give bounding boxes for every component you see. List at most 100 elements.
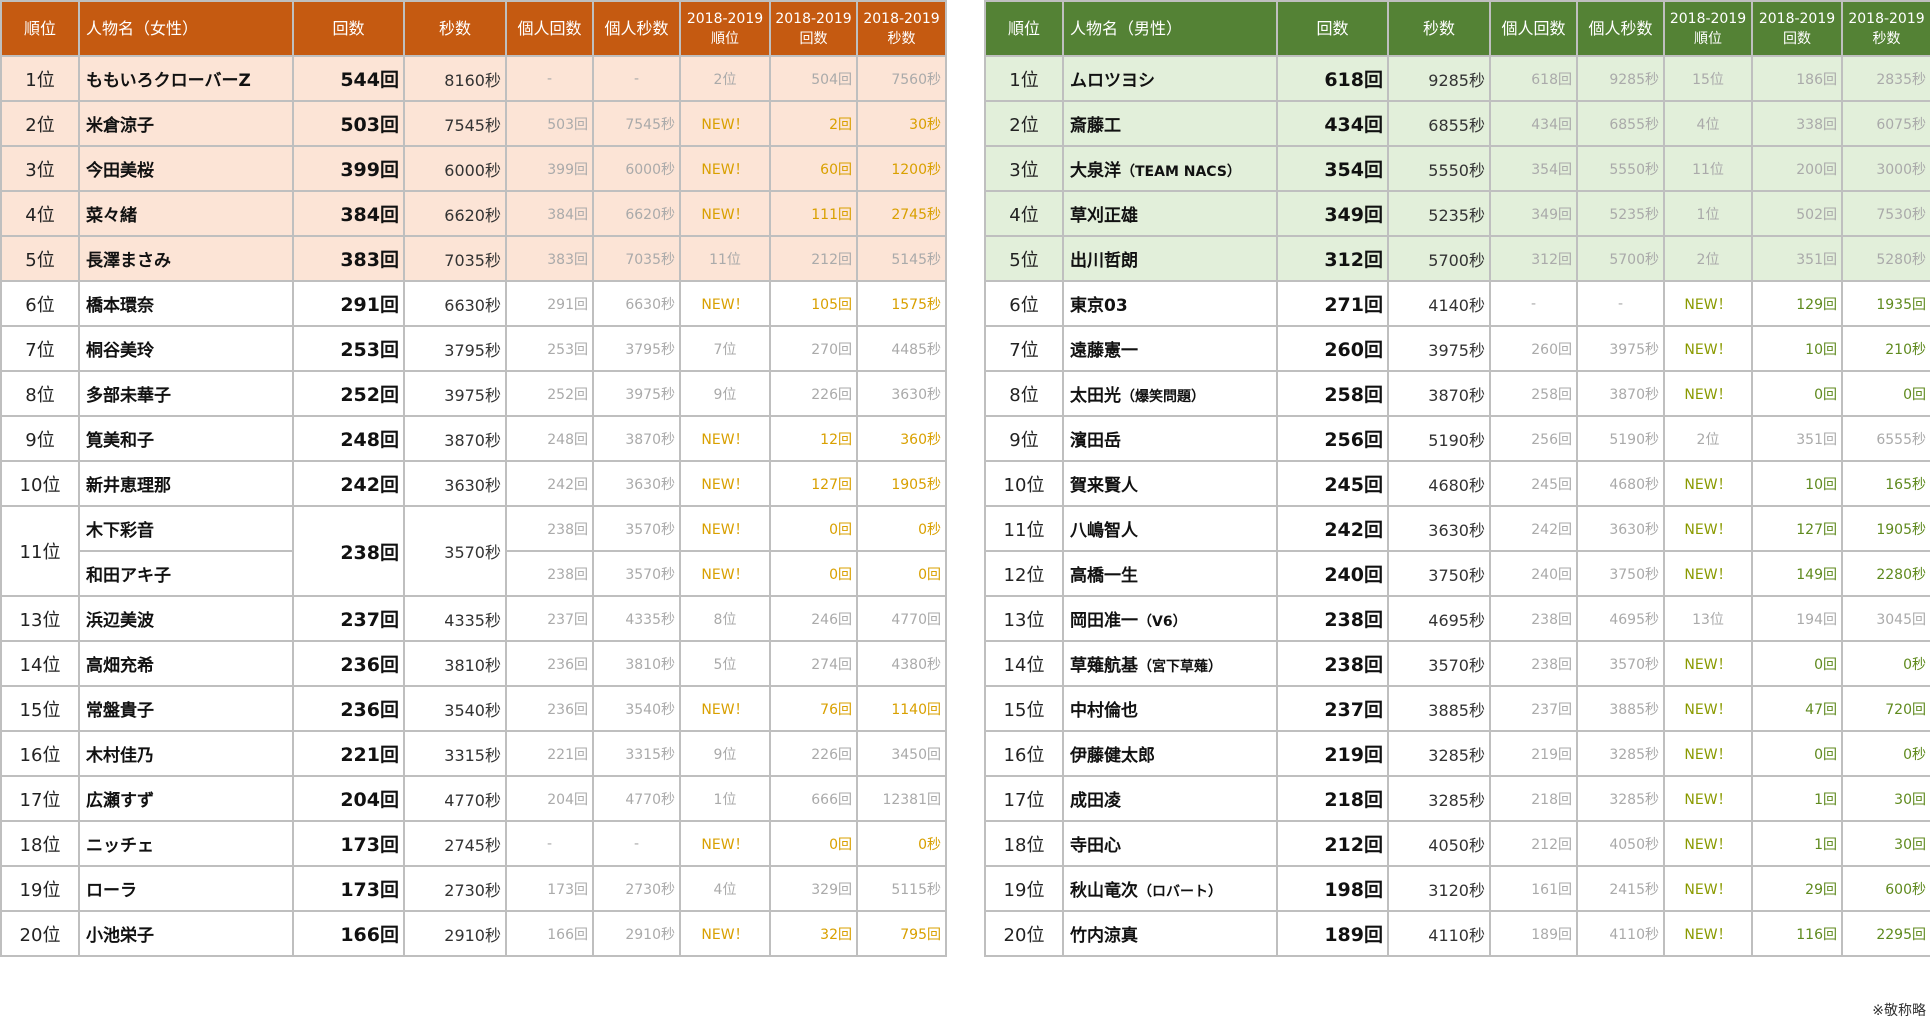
count-cell: 258回 xyxy=(1276,370,1389,417)
personal-count-cell: 240回 xyxy=(1489,550,1578,597)
prev-rank-cell: NEW！ xyxy=(1663,730,1753,777)
seconds-cell: 6620秒 xyxy=(403,190,507,237)
header-line: 2018-2019 xyxy=(863,10,940,27)
rank-cell: 12位 xyxy=(984,550,1064,597)
seconds-cell: 2745秒 xyxy=(403,820,507,867)
personal-seconds-cell: 3285秒 xyxy=(1576,775,1665,822)
prev-count-cell: 76回 xyxy=(769,685,858,732)
personal-seconds-cell: 7545秒 xyxy=(592,100,681,147)
count-cell: 237回 xyxy=(292,595,405,642)
count-cell: 221回 xyxy=(292,730,405,777)
table-row: 16位 伊藤健太郎 219回 3285秒 219回 3285秒 NEW！ 0回 0秒 xyxy=(984,730,1930,777)
personal-count-cell: 238回 xyxy=(1489,640,1578,687)
prev-rank-cell: NEW！ xyxy=(1663,460,1753,507)
seconds-cell: 2730秒 xyxy=(403,865,507,912)
column-header-count: 回数 xyxy=(1276,0,1389,57)
personal-seconds-cell: 6000秒 xyxy=(592,145,681,192)
person-name: 浜辺美波 xyxy=(78,595,294,642)
column-header-count: 回数 xyxy=(292,0,405,57)
personal-count-cell: 383回 xyxy=(505,235,594,282)
person-name-text: 多部未華子 xyxy=(86,386,171,406)
person-name: 出川哲朗 xyxy=(1062,235,1278,282)
personal-seconds-cell: 5700秒 xyxy=(1576,235,1665,282)
prev-seconds-cell: 0秒 xyxy=(1841,730,1930,777)
person-name-text: 米倉涼子 xyxy=(86,116,154,136)
count-cell: 399回 xyxy=(292,145,405,192)
prev-rank-cell: NEW！ xyxy=(679,415,771,462)
person-name: 太田光（爆笑問題） xyxy=(1062,370,1278,417)
prev-seconds-cell: 30秒 xyxy=(856,100,947,147)
table-row: 15位 中村倫也 237回 3885秒 237回 3885秒 NEW！ 47回 720回 xyxy=(984,685,1930,732)
prev-seconds-cell: 210秒 xyxy=(1841,325,1930,372)
prev-count-cell: 270回 xyxy=(769,325,858,372)
personal-count-cell: - xyxy=(505,820,594,867)
seconds-cell: 4140秒 xyxy=(1387,280,1491,327)
count-cell: 544回 xyxy=(292,55,405,102)
prev-count-cell: 226回 xyxy=(769,370,858,417)
prev-seconds-cell: 165秒 xyxy=(1841,460,1930,507)
prev-rank-cell: NEW！ xyxy=(679,550,771,597)
rank-cell: 10位 xyxy=(984,460,1064,507)
prev-count-cell: 127回 xyxy=(1751,505,1843,552)
person-name: 遠藤憲一 xyxy=(1062,325,1278,372)
person-name-text: ももいろクローバーZ xyxy=(86,71,251,91)
prev-count-cell: 194回 xyxy=(1751,595,1843,642)
column-header-prev-rank: 2018-2019 順位 xyxy=(679,0,771,57)
person-name: 小池栄子 xyxy=(78,910,294,957)
prev-seconds-cell: 3450回 xyxy=(856,730,947,777)
personal-seconds-cell: 4110秒 xyxy=(1576,910,1665,957)
table-row: 3位 今田美桜 399回 6000秒 399回 6000秒 NEW！ 60回 1200秒 xyxy=(0,145,947,192)
rank-cell: 20位 xyxy=(984,910,1064,957)
seconds-cell: 4770秒 xyxy=(403,775,507,822)
table-row: 11位 木下彩音 238回 3570秒 238回 3570秒 NEW！ 0回 0秒 xyxy=(0,505,947,597)
personal-seconds-cell: 3870秒 xyxy=(592,415,681,462)
personal-count-cell: 399回 xyxy=(505,145,594,192)
table-row: 2位 米倉涼子 503回 7545秒 503回 7545秒 NEW！ 2回 30秒 xyxy=(0,100,947,147)
table-row: 4位 菜々緒 384回 6620秒 384回 6620秒 NEW！ 111回 2745秒 xyxy=(0,190,947,237)
prev-rank-cell: 7位 xyxy=(679,325,771,372)
person-name: 伊藤健太郎 xyxy=(1062,730,1278,777)
person-name: 筧美和子 xyxy=(78,415,294,462)
seconds-cell: 3750秒 xyxy=(1387,550,1491,597)
rank-cell: 8位 xyxy=(984,370,1064,417)
personal-count-cell: 260回 xyxy=(1489,325,1578,372)
table-row: 17位 成田凌 218回 3285秒 218回 3285秒 NEW！ 1回 30回 xyxy=(984,775,1930,822)
personal-seconds-cell: 4050秒 xyxy=(1576,820,1665,867)
rank-cell: 7位 xyxy=(984,325,1064,372)
personal-count-cell: 221回 xyxy=(505,730,594,777)
prev-rank-cell: NEW！ xyxy=(679,505,771,552)
person-name-text: 斎藤工 xyxy=(1070,116,1121,136)
personal-count-cell: 212回 xyxy=(1489,820,1578,867)
table-row: 3位 大泉洋（TEAM NACS） 354回 5550秒 354回 5550秒 11位 200… xyxy=(984,145,1930,192)
person-name: 多部未華子 xyxy=(78,370,294,417)
prev-rank-cell: NEW！ xyxy=(679,910,771,957)
seconds-cell: 3975秒 xyxy=(403,370,507,417)
rank-cell: 13位 xyxy=(984,595,1064,642)
person-name: 斎藤工 xyxy=(1062,100,1278,147)
count-cell: 236回 xyxy=(292,640,405,687)
prev-seconds-cell: 4770回 xyxy=(856,595,947,642)
personal-seconds-cell: 2415秒 xyxy=(1576,865,1665,912)
prev-count-cell: 0回 xyxy=(769,505,858,552)
person-name: 東京03 xyxy=(1062,280,1278,327)
count-cell: 618回 xyxy=(1276,55,1389,102)
prev-rank-cell: NEW！ xyxy=(679,100,771,147)
personal-seconds-cell: 3630秒 xyxy=(1576,505,1665,552)
count-cell: 212回 xyxy=(1276,820,1389,867)
prev-seconds-cell: 0秒 xyxy=(1841,640,1930,687)
rank-cell: 1位 xyxy=(984,55,1064,102)
count-cell: 383回 xyxy=(292,235,405,282)
column-header-seconds: 秒数 xyxy=(1387,0,1491,57)
count-cell: 238回 xyxy=(292,505,405,597)
prev-seconds-cell: 1905秒 xyxy=(1841,505,1930,552)
person-name: 寺田心 xyxy=(1062,820,1278,867)
person-name-text: 高橋一生 xyxy=(1070,566,1138,586)
personal-seconds-cell: 3810秒 xyxy=(592,640,681,687)
count-cell: 253回 xyxy=(292,325,405,372)
column-header-name: 人物名（男性） xyxy=(1062,0,1278,57)
personal-seconds-cell: 4770秒 xyxy=(592,775,681,822)
rank-cell: 11位 xyxy=(984,505,1064,552)
header-line: 2018-2019 xyxy=(775,10,852,27)
person-name-text: 桐谷美玲 xyxy=(86,341,154,361)
seconds-cell: 7035秒 xyxy=(403,235,507,282)
